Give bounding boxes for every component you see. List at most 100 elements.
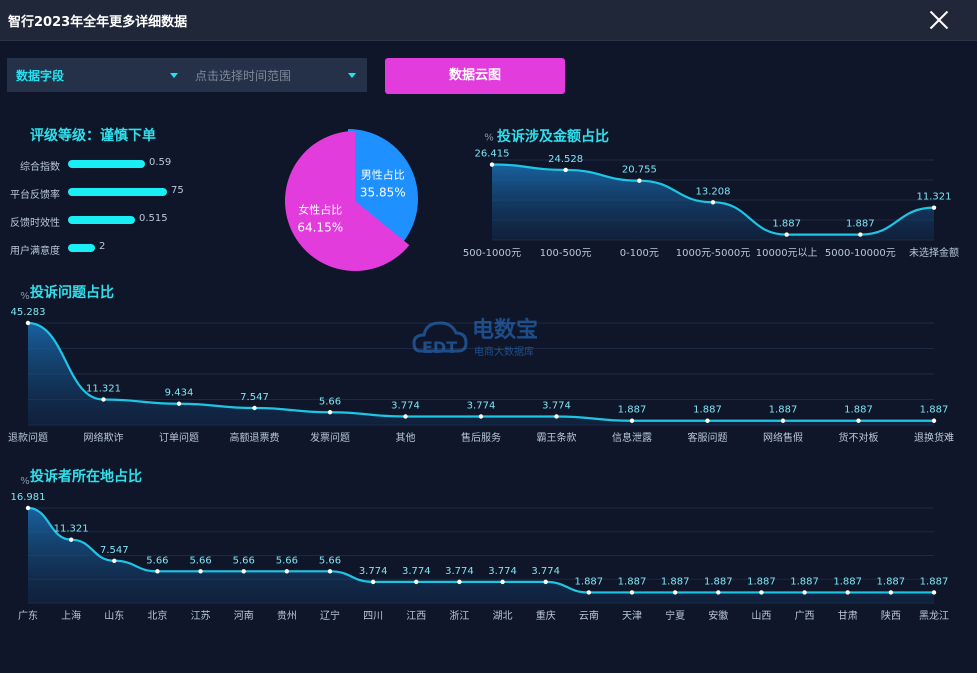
watermark-logo-text: EDT xyxy=(422,338,457,357)
data-label: 1.887 xyxy=(920,576,949,587)
data-label: 1.887 xyxy=(618,576,647,587)
rating-title: 评级等级：谨慎下单 xyxy=(30,128,156,144)
rating-row: 反馈时效性 0.515 xyxy=(0,212,977,229)
x-tick-label: 河南 xyxy=(234,609,254,622)
data-point xyxy=(780,418,786,423)
data-label: 1.887 xyxy=(747,576,776,587)
data-point xyxy=(543,579,548,585)
x-tick-label: 重庆 xyxy=(536,609,556,622)
x-tick-label: 货不对板 xyxy=(839,431,879,444)
x-tick-label: 上海 xyxy=(61,609,81,622)
edt-watermark-logo: EDT 电数宝 电商大数据库 xyxy=(412,317,538,358)
rating-bar xyxy=(68,216,135,224)
data-label: 5.66 xyxy=(319,396,341,407)
data-point xyxy=(931,205,937,210)
data-label: 5.66 xyxy=(189,555,211,566)
rating-label: 用户满意度 xyxy=(10,246,60,257)
field-select-value: 数据字段 xyxy=(16,69,65,83)
x-tick-label: 0-100元 xyxy=(620,248,659,259)
x-tick-label: 辽宁 xyxy=(320,609,340,622)
x-tick-label: 广西 xyxy=(795,610,815,622)
x-tick-label: 浙江 xyxy=(449,610,469,622)
x-tick-label: 订单问题 xyxy=(159,431,199,444)
data-label: 1.887 xyxy=(704,576,733,587)
data-label: 45.283 xyxy=(11,307,46,318)
time-range-select[interactable]: 点击选择时间范围 xyxy=(185,58,367,92)
location-chart-title: 投诉者所在地占比 xyxy=(30,469,142,485)
data-point xyxy=(672,590,678,595)
data-label: 7.547 xyxy=(100,545,129,556)
data-point xyxy=(888,590,894,595)
data-point xyxy=(112,558,117,563)
window-title: 智行2023年全年更多详细数据 xyxy=(8,15,188,30)
x-tick-label: 发票问题 xyxy=(310,431,350,444)
data-label: 3.774 xyxy=(542,400,571,411)
x-tick-label: 售后服务 xyxy=(461,431,501,444)
data-label: 3.774 xyxy=(391,400,420,411)
x-tick-label: 宁夏 xyxy=(665,609,685,622)
data-label: 7.547 xyxy=(240,392,269,403)
data-point xyxy=(414,579,419,585)
pie-slice-value: 64.15% xyxy=(297,221,343,235)
rating-value: 75 xyxy=(171,185,184,196)
data-point xyxy=(176,401,182,406)
x-tick-label: 信息泄露 xyxy=(612,431,652,444)
area-fill xyxy=(28,323,934,425)
data-point xyxy=(845,590,850,595)
issue-chart-title: 投诉问题占比 xyxy=(30,285,114,301)
data-cloud-button[interactable]: 数据云图 xyxy=(385,58,565,94)
data-point xyxy=(370,579,376,585)
data-label: 1.887 xyxy=(772,219,801,230)
data-label: 16.981 xyxy=(11,492,46,503)
data-label: 11.321 xyxy=(86,383,121,394)
y-unit-label: % xyxy=(20,476,30,487)
pie-slice xyxy=(284,131,410,271)
data-point xyxy=(629,590,635,595)
data-point xyxy=(710,200,716,205)
data-point xyxy=(327,569,333,574)
data-point xyxy=(489,162,495,167)
data-label: 11.321 xyxy=(54,524,89,535)
data-point xyxy=(784,232,789,237)
data-point xyxy=(25,505,31,511)
data-point xyxy=(155,569,160,574)
data-point xyxy=(403,414,408,419)
amount-chart-title: 投诉涉及金额占比 xyxy=(497,129,609,145)
x-tick-label: 北京 xyxy=(147,609,167,622)
chevron-down-icon xyxy=(348,73,356,78)
field-select[interactable]: 数据字段 xyxy=(7,58,185,92)
x-tick-label: 未选择金额 xyxy=(909,246,959,259)
title-bar: 智行2023年全年更多详细数据 xyxy=(0,0,977,41)
amount-area-chart: % 26.415 500-1000元 24.528 100-500元 20.755 0-10… xyxy=(463,133,959,259)
rating-value: 0.515 xyxy=(139,213,168,224)
data-point xyxy=(500,579,505,585)
time-range-placeholder: 点击选择时间范围 xyxy=(195,69,292,83)
data-label: 1.887 xyxy=(877,576,906,587)
data-point xyxy=(284,569,290,574)
x-tick-label: 1000元-5000元 xyxy=(676,248,751,259)
series-line xyxy=(27,506,934,594)
x-tick-label: 山西 xyxy=(751,610,771,622)
watermark-brand: 电数宝 xyxy=(472,317,538,343)
x-tick-label: 湖北 xyxy=(493,610,513,622)
data-label: 5.66 xyxy=(276,555,298,566)
data-label: 9.434 xyxy=(165,388,194,399)
data-label: 20.755 xyxy=(622,165,657,176)
data-point xyxy=(554,414,559,419)
pie-slice xyxy=(348,129,418,244)
data-label: 3.774 xyxy=(445,566,474,577)
rating-label: 反馈时效性 xyxy=(10,218,60,229)
x-tick-label: 安徽 xyxy=(708,609,728,622)
data-label: 1.887 xyxy=(769,405,798,416)
issue-area-chart: % 45.283 退款问题 11.321 网络欺诈 9.434 订单问题 7.547 高额退票费… xyxy=(8,291,954,444)
close-icon[interactable] xyxy=(929,10,949,30)
y-unit-label: % xyxy=(20,291,30,302)
x-tick-label: 退款问题 xyxy=(8,431,48,444)
data-point xyxy=(198,569,203,574)
data-label: 3.774 xyxy=(531,566,560,577)
rating-bar xyxy=(68,244,95,252)
data-point xyxy=(858,232,863,237)
data-label: 13.208 xyxy=(696,186,731,197)
x-tick-label: 客服问题 xyxy=(688,431,728,444)
data-point xyxy=(457,579,462,585)
